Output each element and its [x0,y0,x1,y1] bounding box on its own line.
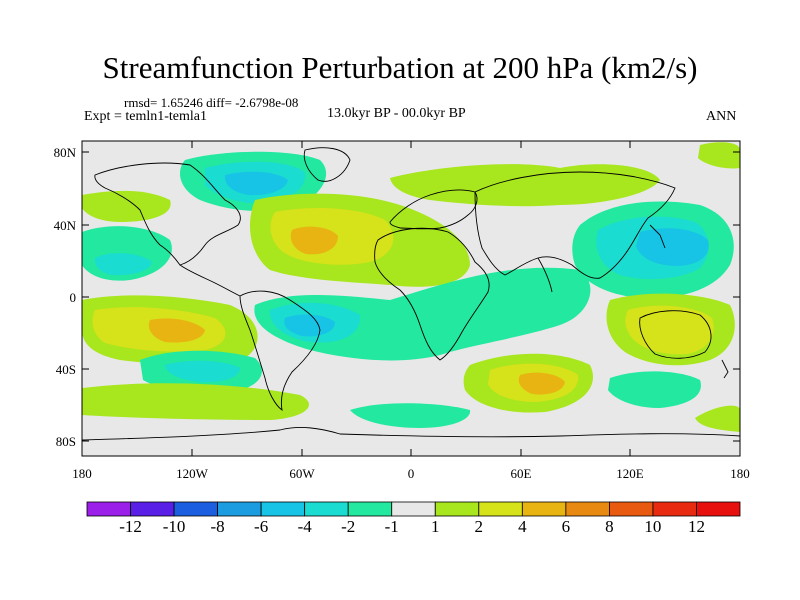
contour-region [636,228,709,266]
coastline-japan [649,224,666,249]
colorbar-label: -10 [163,517,186,536]
experiment-label: Expt = temln1-temla1 [84,109,207,124]
colorbar-swatch [652,501,697,517]
colorbar-swatch [86,501,131,517]
coastline-greenland [303,147,351,182]
coastline-africa [374,227,490,361]
colorbar-label: -1 [385,517,399,536]
colorbar-label: 8 [605,517,614,536]
colorbar-label: -2 [341,517,355,536]
colorbar-swatch [217,501,262,517]
lat-label: 0 [70,290,77,305]
colorbar-swatch [478,501,523,517]
colorbar-swatch [391,501,436,517]
coastline-north-america [94,162,241,266]
longitude-axis: 180 120W 60W 0 60E 120E 180 [72,141,750,481]
contour-region [284,314,335,337]
contour-region [290,226,338,255]
coastline-south-america [239,290,321,411]
colorbar-swatch [304,501,349,517]
colorbar-swatch [130,501,175,517]
colorbar-swatch [347,501,393,517]
coastline-antarctica [82,427,740,441]
colorbar-swatch [521,501,567,517]
colorbar-label: 12 [688,517,705,536]
stats-label: rmsd= 1.65246 diff= -2.6798e-08 [124,95,299,110]
contour-region [518,372,565,395]
coastlines [82,147,740,441]
latitude-axis: 80N 40N 0 40S 80S [54,145,740,449]
contour-field [82,141,740,456]
colorbar-label: 2 [475,517,484,536]
lat-label: 80S [56,434,76,449]
contour-region [82,383,309,420]
contour-region [698,142,740,169]
contour-region [350,403,471,428]
lon-label: 180 [72,466,92,481]
colorbar-label: 4 [518,517,527,536]
season-label: ANN [706,109,737,124]
contour-region [165,360,240,383]
coastline-india [537,257,553,293]
lat-label: 80N [54,145,77,160]
contour-region [695,405,740,432]
colorbar: -12 -10 -8 -6 -4 -2 -1 1 2 4 6 8 10 12 [86,501,741,536]
colorbar-label: 10 [644,517,661,536]
contour-region [224,171,288,196]
lon-label: 180 [730,466,750,481]
coastline-europe [389,189,478,230]
colorbar-label: -12 [119,517,142,536]
coastline-new-zealand [721,359,729,379]
coastline-australia [639,310,712,359]
colorbar-swatch [565,501,610,517]
colorbar-swatch [260,501,306,517]
lon-label: 0 [408,466,415,481]
colorbar-swatch [173,501,218,517]
contour-region [82,190,171,222]
colorbar-swatch [434,501,480,517]
lon-label: 120E [616,466,644,481]
lon-label: 120W [176,466,209,481]
contour-region [625,305,714,355]
coastline-asia [474,171,676,279]
colorbar-label: -4 [298,517,313,536]
contour-region [94,253,152,276]
contour-region [608,371,701,408]
colorbar-label: -8 [211,517,225,536]
contour-region [390,164,660,207]
colorbar-label: 6 [562,517,571,536]
colorbar-label: -6 [254,517,268,536]
colorbar-label: 1 [431,517,440,536]
contour-region [148,318,205,343]
lat-label: 40N [54,218,77,233]
lon-label: 60W [289,466,315,481]
colorbar-swatch [609,501,654,517]
lon-label: 60E [511,466,532,481]
plot-title: Streamfunction Perturbation at 200 hPa (… [102,50,698,85]
lat-label: 40S [56,362,76,377]
period-label: 13.0kyr BP - 00.0kyr BP [327,106,466,121]
colorbar-swatch [696,501,741,517]
coastline-central-america [179,264,241,297]
